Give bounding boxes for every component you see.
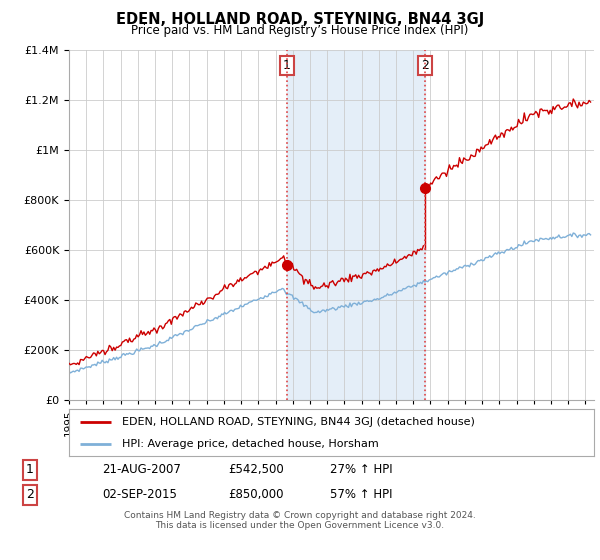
Bar <box>287 50 425 400</box>
Text: 02-SEP-2015: 02-SEP-2015 <box>102 488 177 501</box>
Text: 2: 2 <box>421 59 429 72</box>
Text: 1: 1 <box>26 463 34 476</box>
Text: EDEN, HOLLAND ROAD, STEYNING, BN44 3GJ (detached house): EDEN, HOLLAND ROAD, STEYNING, BN44 3GJ (… <box>121 417 475 427</box>
Text: Contains HM Land Registry data © Crown copyright and database right 2024.
This d: Contains HM Land Registry data © Crown c… <box>124 511 476 530</box>
Text: £850,000: £850,000 <box>228 488 284 501</box>
Text: 21-AUG-2007: 21-AUG-2007 <box>102 463 181 476</box>
Text: HPI: Average price, detached house, Horsham: HPI: Average price, detached house, Hors… <box>121 438 378 449</box>
Text: 1: 1 <box>283 59 290 72</box>
Text: 2: 2 <box>26 488 34 501</box>
Text: £542,500: £542,500 <box>228 463 284 476</box>
Text: 27% ↑ HPI: 27% ↑ HPI <box>330 463 392 476</box>
Text: 57% ↑ HPI: 57% ↑ HPI <box>330 488 392 501</box>
Text: Price paid vs. HM Land Registry’s House Price Index (HPI): Price paid vs. HM Land Registry’s House … <box>131 24 469 36</box>
Text: EDEN, HOLLAND ROAD, STEYNING, BN44 3GJ: EDEN, HOLLAND ROAD, STEYNING, BN44 3GJ <box>116 12 484 27</box>
